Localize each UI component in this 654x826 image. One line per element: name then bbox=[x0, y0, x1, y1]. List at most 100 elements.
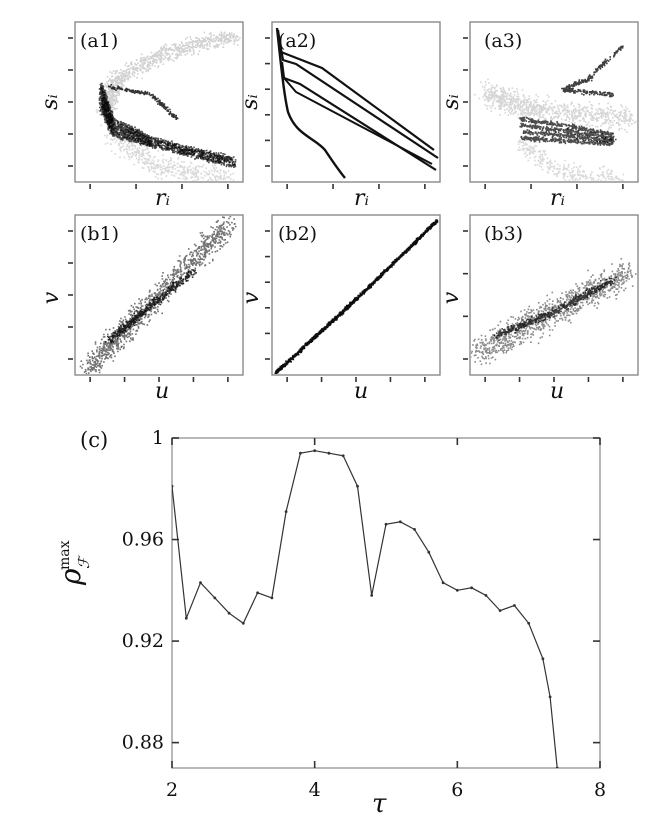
data-point bbox=[284, 510, 288, 513]
chart-ytick-labels: 0.88 0.92 0.96 1 bbox=[122, 427, 164, 754]
panel-a2-frame bbox=[271, 21, 441, 183]
xtick-label: 8 bbox=[594, 779, 606, 801]
xtick-label: 2 bbox=[166, 779, 178, 801]
panel-a1-frame bbox=[74, 21, 244, 183]
panel-a3-scatter bbox=[474, 45, 637, 181]
data-point bbox=[441, 581, 445, 585]
data-point bbox=[513, 604, 516, 607]
panel-a2-label: (a2) bbox=[278, 30, 316, 52]
ytick-label: 0.92 bbox=[122, 630, 164, 652]
data-point bbox=[184, 616, 188, 620]
ytick-label: 0.96 bbox=[122, 529, 164, 551]
scatter-points bbox=[522, 129, 617, 143]
data-point bbox=[172, 484, 174, 488]
panel-a1-ticks bbox=[68, 37, 229, 189]
data-point bbox=[370, 594, 374, 597]
panel-a2-curve bbox=[276, 31, 439, 159]
data-point bbox=[227, 611, 231, 615]
panel-b2-label: (b2) bbox=[278, 223, 317, 245]
data-point bbox=[470, 586, 473, 590]
data-point bbox=[384, 522, 388, 526]
data-point bbox=[484, 594, 488, 597]
panel-b3-ticks bbox=[463, 230, 624, 382]
chart-ticks bbox=[171, 437, 601, 768]
panel-b1-xlabel: u bbox=[155, 379, 169, 404]
panel-b3-scatter bbox=[471, 258, 637, 366]
data-point bbox=[241, 621, 245, 625]
panel-b2-xlabel: u bbox=[354, 379, 368, 404]
scatter-points bbox=[520, 135, 614, 147]
series-line bbox=[172, 450, 558, 768]
panel-b2: (b2) u v bbox=[239, 214, 441, 404]
data-point bbox=[555, 766, 559, 768]
panel-b2-scatter bbox=[274, 219, 439, 374]
panel-a3-ylabel: sᵢ bbox=[439, 94, 464, 110]
panel-a3-ticks bbox=[463, 37, 624, 189]
panel-b1-frame bbox=[74, 214, 244, 376]
panel-a3-label: (a3) bbox=[484, 30, 522, 52]
panel-a3-frame bbox=[469, 21, 639, 183]
panel-b1-ticks bbox=[68, 230, 229, 382]
panel-a2-curves bbox=[275, 27, 439, 179]
panel-a1-ylabel: sᵢ bbox=[38, 94, 63, 110]
panel-a3-xlabel: rᵢ bbox=[550, 186, 565, 211]
chart-ylabel: ρ max ℱ bbox=[54, 540, 93, 586]
chart-series-line bbox=[172, 449, 559, 768]
scatter-points bbox=[519, 122, 615, 141]
scatter-points bbox=[100, 124, 235, 181]
panel-a2-ticks bbox=[265, 37, 426, 189]
data-point bbox=[327, 451, 331, 455]
panel-b2-ylabel: v bbox=[239, 291, 264, 304]
data-point bbox=[548, 695, 552, 699]
data-point bbox=[413, 528, 416, 531]
panel-b3-frame bbox=[469, 214, 639, 376]
scatter-points bbox=[561, 45, 624, 98]
chart-ylabel-sub: ℱ bbox=[75, 554, 93, 569]
chart-frame bbox=[171, 437, 601, 769]
xtick-label: 6 bbox=[451, 779, 463, 801]
panel-a1-label: (a1) bbox=[80, 30, 118, 52]
panel-b1: (b1) u v bbox=[39, 214, 244, 404]
panel-b2-frame bbox=[271, 214, 441, 376]
data-point bbox=[341, 454, 345, 458]
chart-ylabel-sup: max bbox=[57, 540, 73, 570]
panel-c: (c) 0.88 0.92 0.96 1 2 4 6 8 τ ρ max ℱ bbox=[54, 427, 606, 819]
scatter-points bbox=[105, 269, 197, 344]
panel-b3-label: (b3) bbox=[484, 223, 523, 245]
panel-a2-xlabel: rᵢ bbox=[354, 186, 369, 211]
data-point bbox=[256, 591, 259, 595]
panel-b3-ylabel: v bbox=[439, 291, 464, 304]
panel-a2: (a2) rᵢ sᵢ bbox=[238, 21, 441, 211]
scatter-points bbox=[108, 84, 179, 120]
chart-xtick-labels: 2 4 6 8 bbox=[166, 779, 606, 801]
data-point bbox=[313, 449, 317, 453]
panel-b1-ylabel: v bbox=[39, 291, 64, 304]
panel-a2-curve bbox=[275, 27, 346, 179]
data-point bbox=[455, 588, 459, 592]
data-point bbox=[270, 596, 274, 600]
data-point bbox=[498, 609, 502, 612]
panel-c-label: (c) bbox=[80, 428, 108, 452]
xtick-label: 4 bbox=[309, 779, 321, 801]
ytick-label: 1 bbox=[152, 427, 164, 449]
panel-b2-ticks bbox=[265, 230, 426, 382]
data-point bbox=[356, 484, 359, 488]
panel-a1-scatter bbox=[95, 31, 241, 181]
panel-a2-ylabel: sᵢ bbox=[238, 94, 263, 110]
panel-a3: (a3) rᵢ sᵢ bbox=[439, 21, 639, 211]
scatter-points bbox=[474, 78, 637, 133]
scatter-points bbox=[99, 105, 237, 168]
panel-a1: (a1) rᵢ sᵢ bbox=[38, 21, 244, 211]
panel-b3-xlabel: u bbox=[550, 379, 564, 404]
data-point bbox=[398, 520, 402, 524]
panel-b3: (b3) u v bbox=[439, 214, 639, 404]
data-point bbox=[199, 581, 202, 585]
panel-b1-label: (b1) bbox=[80, 223, 119, 245]
panel-a1-xlabel: rᵢ bbox=[155, 186, 170, 211]
panel-b1-scatter bbox=[79, 216, 237, 374]
panel-a2-curve bbox=[283, 77, 433, 165]
data-point bbox=[299, 451, 302, 455]
chart-ylabel-main: ρ bbox=[54, 568, 87, 586]
data-point bbox=[527, 621, 531, 625]
